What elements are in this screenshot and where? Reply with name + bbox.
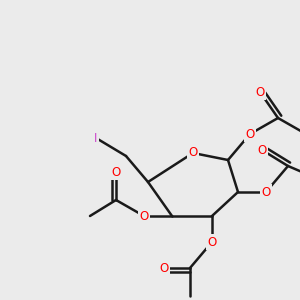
Text: O: O [245, 128, 255, 140]
Text: O: O [207, 236, 217, 248]
Text: I: I [94, 131, 98, 145]
Text: O: O [111, 166, 121, 178]
Text: O: O [188, 146, 198, 160]
Text: O: O [257, 143, 267, 157]
Text: O: O [140, 209, 148, 223]
Text: O: O [255, 85, 265, 98]
Text: O: O [159, 262, 169, 275]
Text: O: O [261, 185, 271, 199]
